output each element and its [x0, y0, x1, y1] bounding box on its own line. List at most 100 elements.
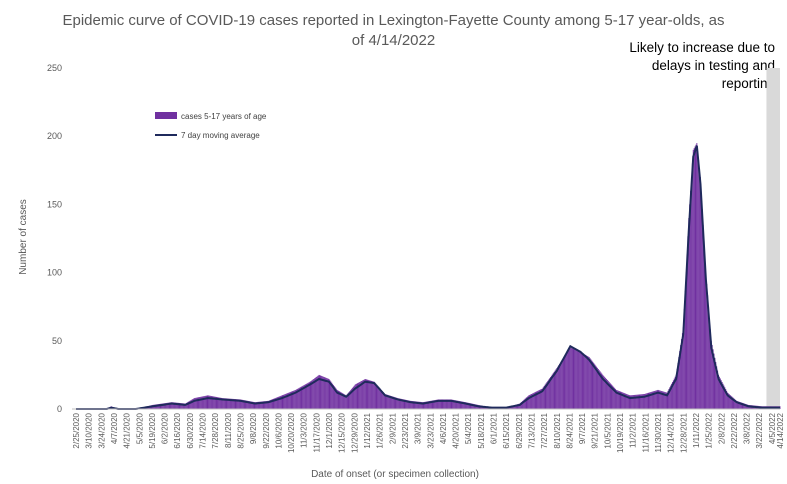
case-bar	[718, 376, 720, 409]
case-bar	[689, 204, 691, 409]
x-tick-label: 9/7/2021	[578, 412, 587, 444]
case-bar	[185, 402, 187, 409]
case-bar	[569, 347, 571, 409]
case-bar	[653, 390, 655, 409]
case-bar	[354, 384, 356, 409]
case-bar	[180, 403, 182, 409]
case-bar	[571, 348, 573, 409]
case-bar	[672, 380, 674, 409]
case-bar	[426, 401, 428, 409]
case-bar	[650, 392, 652, 409]
case-bar	[169, 402, 171, 409]
case-bar	[405, 399, 407, 409]
case-bar	[410, 400, 412, 409]
case-bar	[514, 404, 516, 409]
x-tick-label: 3/24/2020	[97, 412, 106, 448]
y-tick-label: 200	[47, 131, 62, 141]
case-bar	[419, 401, 421, 409]
case-bar	[159, 403, 161, 409]
case-bar	[690, 177, 692, 409]
case-bar	[708, 306, 710, 409]
case-bar	[631, 395, 633, 409]
case-bar	[200, 396, 202, 409]
case-bar	[520, 402, 522, 409]
case-bar	[679, 351, 681, 409]
case-bar	[527, 396, 529, 409]
case-bar	[604, 376, 606, 409]
case-bar	[406, 400, 408, 409]
case-bar	[726, 390, 728, 409]
case-bar	[687, 236, 689, 409]
case-bar	[305, 384, 306, 409]
x-tick-label: 1/11/2022	[692, 412, 701, 448]
case-bar	[541, 388, 543, 409]
case-bar	[331, 382, 333, 409]
case-bar	[313, 378, 315, 409]
case-bar	[737, 401, 738, 409]
case-bar	[256, 401, 258, 409]
x-tick-label: 8/10/2021	[553, 412, 562, 448]
case-bar	[723, 385, 725, 409]
legend-bar-swatch	[155, 112, 177, 119]
case-bar	[315, 376, 317, 409]
x-tick-label: 4/6/2021	[439, 412, 448, 444]
x-tick-label: 3/22/2022	[755, 412, 764, 448]
case-bar	[640, 394, 642, 409]
case-bar	[519, 403, 521, 409]
case-bar	[241, 399, 243, 409]
case-bar	[357, 382, 359, 409]
case-bar	[710, 340, 712, 409]
case-bar	[666, 392, 668, 409]
case-bar	[377, 385, 379, 409]
case-bar	[739, 402, 741, 409]
case-bar	[229, 398, 231, 409]
case-bar	[428, 401, 429, 409]
x-tick-label: 10/20/2020	[287, 412, 296, 453]
case-bar	[265, 401, 267, 409]
case-bar	[459, 401, 461, 409]
case-bar	[456, 400, 458, 409]
case-bar	[299, 387, 301, 409]
case-bar	[246, 400, 248, 409]
case-bar	[221, 398, 223, 409]
x-tick-label: 11/17/2020	[312, 412, 321, 452]
case-bar	[176, 402, 178, 409]
case-bar	[539, 389, 541, 409]
case-bar	[612, 385, 614, 409]
case-bar	[274, 398, 276, 409]
case-bar	[674, 376, 676, 409]
case-bar	[230, 398, 231, 409]
case-bar	[533, 392, 535, 409]
case-bar	[645, 393, 647, 409]
case-bar	[395, 397, 397, 409]
case-bar	[362, 380, 363, 409]
case-bar	[263, 401, 265, 409]
case-bar	[575, 349, 577, 409]
chart-title-line-2: of 4/14/2022	[351, 32, 436, 49]
case-bar	[515, 404, 517, 409]
case-bar	[412, 401, 414, 409]
case-bar	[681, 333, 683, 409]
case-bar	[174, 402, 176, 409]
case-bar	[553, 371, 555, 409]
case-bar	[391, 396, 393, 409]
case-bar	[268, 400, 270, 409]
case-bar	[638, 394, 640, 409]
case-bar	[608, 381, 610, 409]
case-bar	[408, 400, 410, 409]
case-bar	[230, 398, 232, 409]
case-bar	[628, 394, 630, 409]
x-tick-label: 8/24/2021	[565, 412, 574, 448]
case-bar	[329, 380, 331, 409]
case-bar	[433, 400, 435, 409]
case-bar	[177, 402, 179, 409]
case-bar	[578, 350, 579, 409]
case-bar	[524, 398, 526, 409]
x-tick-label: 10/19/2021	[616, 412, 625, 453]
x-tick-label: 2/25/2020	[72, 412, 81, 448]
case-bar	[606, 378, 607, 409]
case-bar	[465, 402, 466, 409]
case-bar	[296, 389, 297, 409]
case-bar	[338, 390, 340, 409]
